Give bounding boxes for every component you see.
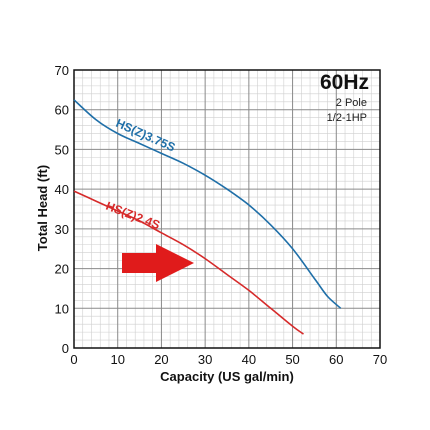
x-tick-labels: 0 10 20 30 40 50 60 70 (70, 352, 387, 367)
y-tick-label: 0 (62, 341, 69, 356)
x-tick-label: 10 (110, 352, 124, 367)
x-tick-label: 50 (285, 352, 299, 367)
x-axis-title: Capacity (US gal/min) (160, 369, 294, 384)
y-tick-labels: 0 10 20 30 40 50 60 70 (55, 63, 69, 356)
series-label-hsz3-75s: HS(Z)3.75S (114, 116, 178, 155)
y-tick-label: 70 (55, 63, 69, 78)
x-tick-label: 20 (154, 352, 168, 367)
y-tick-label: 20 (55, 262, 69, 277)
minor-gridlines (74, 70, 380, 348)
pole-label: 2 Pole (336, 97, 367, 109)
x-tick-label: 0 (70, 352, 77, 367)
series-line-1 (73, 190, 304, 335)
x-tick-label: 60 (329, 352, 343, 367)
series-label-hsz2-4s: HS(Z)2.4S (104, 199, 162, 232)
arrow-icon (122, 244, 194, 282)
y-tick-label: 60 (55, 103, 69, 118)
y-tick-label: 10 (55, 301, 69, 316)
series-line-0 (73, 99, 342, 309)
frequency-label: 60Hz (320, 71, 369, 94)
y-tick-label: 50 (55, 142, 69, 157)
series-lines (73, 99, 342, 335)
power-label: 1/2-1HP (327, 112, 367, 124)
x-tick-label: 30 (198, 352, 212, 367)
y-axis-title: Total Head (ft) (35, 165, 50, 251)
y-tick-label: 30 (55, 222, 69, 237)
y-tick-label: 40 (55, 182, 69, 197)
plot-frame (73, 69, 381, 349)
x-tick-label: 70 (373, 352, 387, 367)
x-tick-label: 40 (242, 352, 256, 367)
